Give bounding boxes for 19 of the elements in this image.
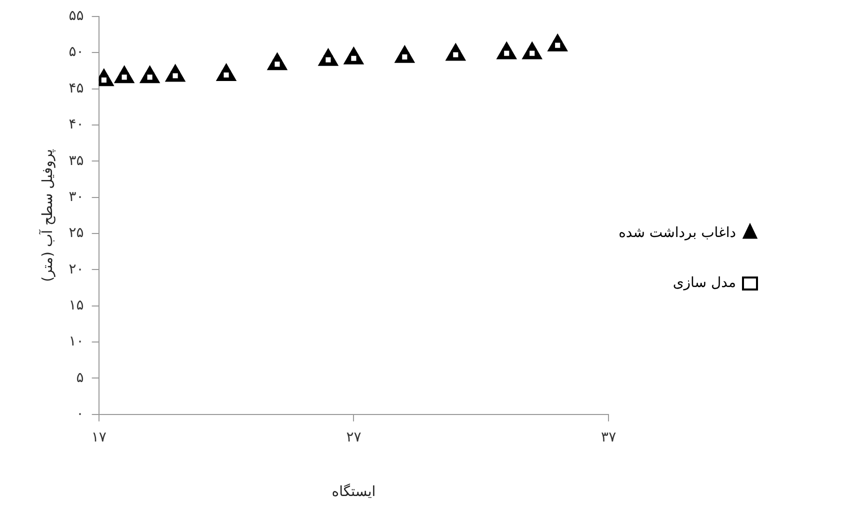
legend-label: داغاب برداشت شده bbox=[618, 225, 736, 242]
y-tick-label: ۲۵ bbox=[68, 225, 84, 242]
y-tick-label: ۱۰ bbox=[68, 334, 84, 350]
legend-label: مدل سازی bbox=[672, 275, 736, 292]
y-tick-label: ۴۰ bbox=[68, 116, 84, 133]
y-tick-label: ۵۵ bbox=[68, 8, 84, 24]
x-axis-title: ایستگاه bbox=[332, 483, 376, 500]
x-tick-label: ۳۷ bbox=[601, 429, 617, 446]
y-axis-title: پروفیل سطح آب (متر) bbox=[38, 148, 56, 282]
y-tick-label: ۰ bbox=[76, 406, 84, 422]
x-tick-label: ۲۷ bbox=[346, 429, 362, 446]
y-tick-label: ۱۵ bbox=[68, 297, 84, 314]
y-tick-label: ۵ bbox=[76, 370, 84, 386]
y-tick-label: ۳۵ bbox=[68, 152, 84, 169]
x-tick-label: ۱۷ bbox=[91, 429, 107, 446]
y-tick-label: ۴۵ bbox=[68, 80, 84, 96]
y-tick-label: ۳۰ bbox=[68, 188, 84, 205]
y-tick-label: ۲۰ bbox=[68, 261, 84, 278]
y-tick-label: ۵۰ bbox=[68, 44, 84, 60]
